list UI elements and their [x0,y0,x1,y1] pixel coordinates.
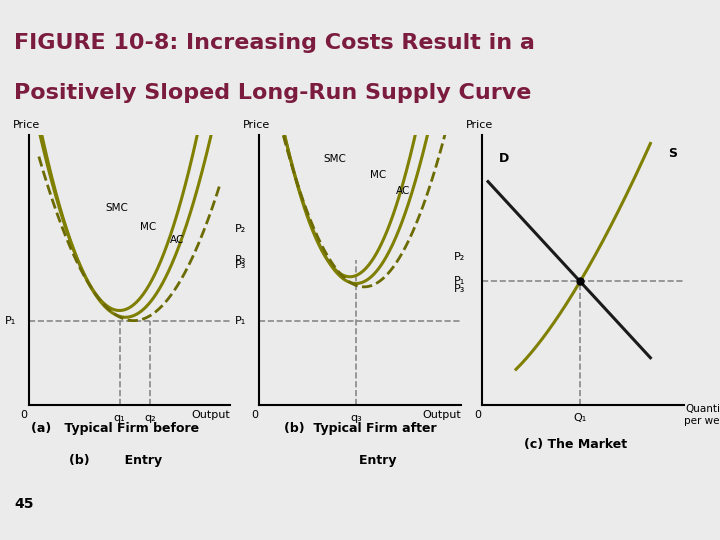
Text: Price: Price [13,119,40,130]
Text: (b)  Typical Firm after: (b) Typical Firm after [284,422,436,435]
Text: P₃: P₃ [235,260,246,269]
Text: q₃: q₃ [350,413,362,423]
Text: q₂: q₂ [144,413,156,423]
Text: P₂: P₂ [454,252,465,261]
Text: 45: 45 [14,497,34,511]
Text: Quantity
per week: Quantity per week [684,404,720,426]
Text: P₃: P₃ [235,255,246,265]
Text: (a)   Typical Firm before: (a) Typical Firm before [31,422,199,435]
Text: 0: 0 [474,410,482,421]
Text: (c) The Market: (c) The Market [524,438,628,451]
Text: Output: Output [422,410,461,421]
Text: D: D [498,152,509,165]
Text: Entry: Entry [324,454,396,468]
Text: 0: 0 [21,410,28,421]
Text: 0: 0 [251,410,258,421]
Text: AC: AC [170,235,184,245]
Text: MC: MC [370,170,387,180]
Text: SMC: SMC [324,154,346,164]
Text: P₁: P₁ [4,315,16,326]
Text: Price: Price [467,119,493,130]
Text: P₃: P₃ [454,284,466,294]
Text: Output: Output [192,410,230,421]
Text: AC: AC [396,186,410,197]
Text: SMC: SMC [105,202,128,213]
Text: Price: Price [243,119,270,130]
Text: MC: MC [140,221,156,232]
Text: q₁: q₁ [114,413,125,423]
Text: Positively Sloped Long-Run Supply Curve: Positively Sloped Long-Run Supply Curve [14,83,532,103]
Text: P₁: P₁ [454,276,465,287]
Text: P₁: P₁ [235,315,246,326]
Text: P₂: P₂ [235,225,246,234]
Text: S: S [668,146,677,160]
Text: (b)        Entry: (b) Entry [68,454,162,468]
Text: Q₁: Q₁ [574,413,587,423]
Text: FIGURE 10-8: Increasing Costs Result in a: FIGURE 10-8: Increasing Costs Result in … [14,33,535,53]
